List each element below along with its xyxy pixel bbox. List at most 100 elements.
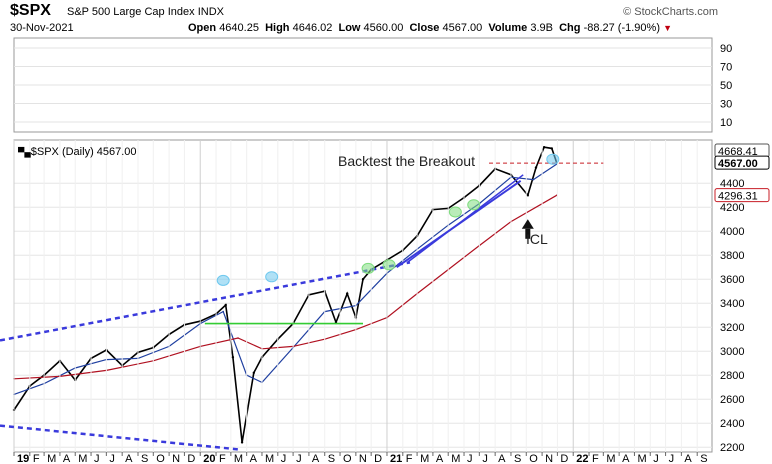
x-tick-label: F: [219, 453, 226, 464]
value-label: 4296.31: [718, 191, 758, 203]
price-tick-label: 4000: [720, 226, 744, 238]
brand-watermark[interactable]: © StockCharts.com: [623, 6, 718, 18]
series-point: [252, 371, 256, 374]
x-tick-label: 19: [17, 453, 29, 464]
price-tick-label: 4400: [720, 178, 744, 190]
series-point: [240, 441, 244, 444]
price-tick-label: 2200: [720, 442, 744, 454]
close-value: 4567.00: [442, 22, 483, 34]
x-tick-label: J: [109, 453, 115, 464]
high-label: High: [265, 22, 290, 34]
open-label: Open: [188, 22, 217, 34]
open-value: 4640.25: [219, 22, 259, 34]
x-tick-label: A: [498, 453, 506, 464]
indicator-tick-label: 70: [720, 62, 732, 74]
x-tick-label: S: [328, 453, 335, 464]
series-point: [345, 292, 349, 295]
series-point: [222, 310, 224, 313]
x-tick-label: J: [669, 453, 675, 464]
x-tick-label: M: [451, 453, 460, 464]
x-tick-label: N: [172, 453, 180, 464]
x-tick-label: S: [700, 453, 707, 464]
x-tick-label: J: [94, 453, 100, 464]
price-panel: 4400 4200 4000 3800 3600 3400 3200 3000 2800 2600…: [12, 139, 770, 454]
index-name: S&P 500 Large Cap Index INDX: [67, 6, 224, 18]
x-tick-label: N: [545, 453, 553, 464]
highlight-marker: [265, 271, 279, 283]
overlays: [0, 153, 604, 451]
volume-label: Volume: [488, 22, 528, 34]
price-tick-label: 3800: [720, 250, 744, 262]
upper-dashed-trendline: [0, 261, 411, 342]
series-point: [224, 303, 227, 307]
annotation-backtest-breakout: Backtest the Breakout: [338, 153, 475, 169]
price-tick-label: 3000: [720, 346, 744, 358]
low-label: Low: [338, 22, 361, 34]
indicator-tick-label: 50: [720, 80, 732, 92]
highlight-marker: [216, 274, 230, 286]
exchange: INDX: [197, 6, 224, 18]
series-point: [526, 194, 530, 197]
legend-label: $SPX (Daily) 4567.00: [30, 146, 137, 158]
x-tick-label: S: [141, 453, 148, 464]
indicator-tick-label: 30: [720, 99, 732, 111]
ohlc-readout: Open 4640.25 High 4646.02 Low 4560.00 Cl…: [188, 22, 672, 34]
x-tick-label: O: [529, 453, 538, 464]
indicator-tick-label: 90: [720, 43, 732, 55]
series-point: [361, 278, 365, 281]
x-tick-label: 20: [203, 453, 215, 464]
x-tick-label: J: [281, 453, 287, 464]
series-line-price: [13, 146, 558, 443]
close-label: Close: [409, 22, 440, 34]
x-tick-label: O: [343, 453, 352, 464]
series-point: [534, 166, 538, 169]
value-label: 4668.41: [718, 146, 758, 158]
x-tick-label: 22: [576, 453, 588, 464]
icl-arrow-icon: [521, 219, 534, 229]
legend-swatch-icon: ▀▄: [18, 147, 31, 157]
x-tick-label: 21: [390, 453, 402, 464]
symbol: $SPX: [10, 2, 51, 19]
series-point: [231, 356, 235, 359]
price-tick-label: 2800: [720, 370, 744, 382]
x-tick-label: A: [125, 453, 133, 464]
x-tick-label: M: [637, 453, 646, 464]
x-tick-label: O: [156, 453, 165, 464]
value-label: 4567.00: [718, 158, 758, 170]
x-tick-label: S: [514, 453, 521, 464]
chg-value: -88.27 (-1.90%): [583, 22, 660, 34]
high-value: 4646.02: [292, 22, 333, 34]
x-tick-label: F: [33, 453, 40, 464]
chg-down-arrow-icon: ▼: [663, 23, 672, 33]
series-point: [550, 147, 553, 150]
series-point: [542, 146, 546, 149]
x-tick-label: M: [78, 453, 87, 464]
x-tick-label: A: [622, 453, 630, 464]
rising-trendline-2: [406, 174, 524, 263]
highlight-marker: [546, 153, 560, 165]
icl-arrow-shaft: [525, 228, 531, 239]
indicator-tick-label: 10: [720, 117, 732, 129]
x-tick-label: A: [63, 453, 71, 464]
index-full-name: S&P 500 Large Cap Index: [67, 6, 195, 18]
series-legend: ▀▄$SPX (Daily) 4567.00: [18, 146, 137, 158]
x-tick-label: M: [234, 453, 243, 464]
price-frame: [13, 139, 713, 453]
x-tick-label: N: [359, 453, 367, 464]
highlight-marker: [382, 259, 396, 271]
indicator-panel: 90 70 50 30 10: [13, 37, 732, 133]
x-tick-label: M: [265, 453, 274, 464]
series-point: [237, 337, 239, 339]
annotation-icl: ICL: [526, 231, 548, 247]
price-tick-label: 3400: [720, 298, 744, 310]
highlight-marker: [467, 199, 481, 211]
value-label-box: [714, 155, 770, 170]
x-tick-label: A: [250, 453, 258, 464]
x-tick-label: J: [467, 453, 473, 464]
price-tick-label: 2600: [720, 394, 744, 406]
x-tick-label: J: [482, 453, 488, 464]
series-point: [532, 178, 535, 181]
x-tick-label: M: [47, 453, 56, 464]
highlight-marker: [361, 262, 375, 274]
x-tick-label: M: [606, 453, 615, 464]
